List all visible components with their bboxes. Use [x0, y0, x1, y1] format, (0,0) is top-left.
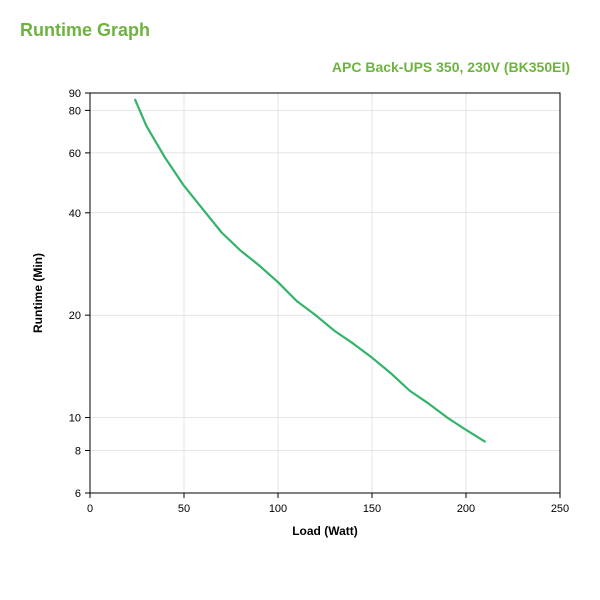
page-title: Runtime Graph	[20, 20, 580, 41]
y-tick-label: 10	[69, 413, 81, 425]
x-tick-label: 250	[551, 503, 569, 515]
x-tick-label: 200	[457, 503, 475, 515]
x-tick-label: 0	[87, 503, 93, 515]
x-tick-label: 150	[363, 503, 381, 515]
page-root: Runtime Graph APC Back-UPS 350, 230V (BK…	[0, 0, 600, 600]
runtime-chart: 0 50 100 150 200 250 6 8 10 20 40 60 80 90 Load (Watt)…	[20, 83, 580, 553]
y-tick-label: 20	[69, 310, 81, 322]
y-tick-label: 60	[69, 148, 81, 160]
y-tick-label: 80	[69, 105, 81, 117]
y-tick-label: 8	[75, 446, 81, 458]
x-tick-label: 100	[269, 503, 287, 515]
chart-svg: 0 50 100 150 200 250 6 8 10 20 40 60 80 90 Load (Watt)…	[20, 83, 580, 553]
x-tick-label: 50	[178, 503, 190, 515]
chart-subtitle: APC Back-UPS 350, 230V (BK350EI)	[20, 59, 570, 75]
y-axis-label: Runtime (Min)	[31, 253, 45, 333]
y-tick-label: 90	[69, 88, 81, 100]
y-tick-label: 40	[69, 208, 81, 220]
y-tick-label: 6	[75, 488, 81, 500]
x-axis-label: Load (Watt)	[292, 524, 358, 538]
